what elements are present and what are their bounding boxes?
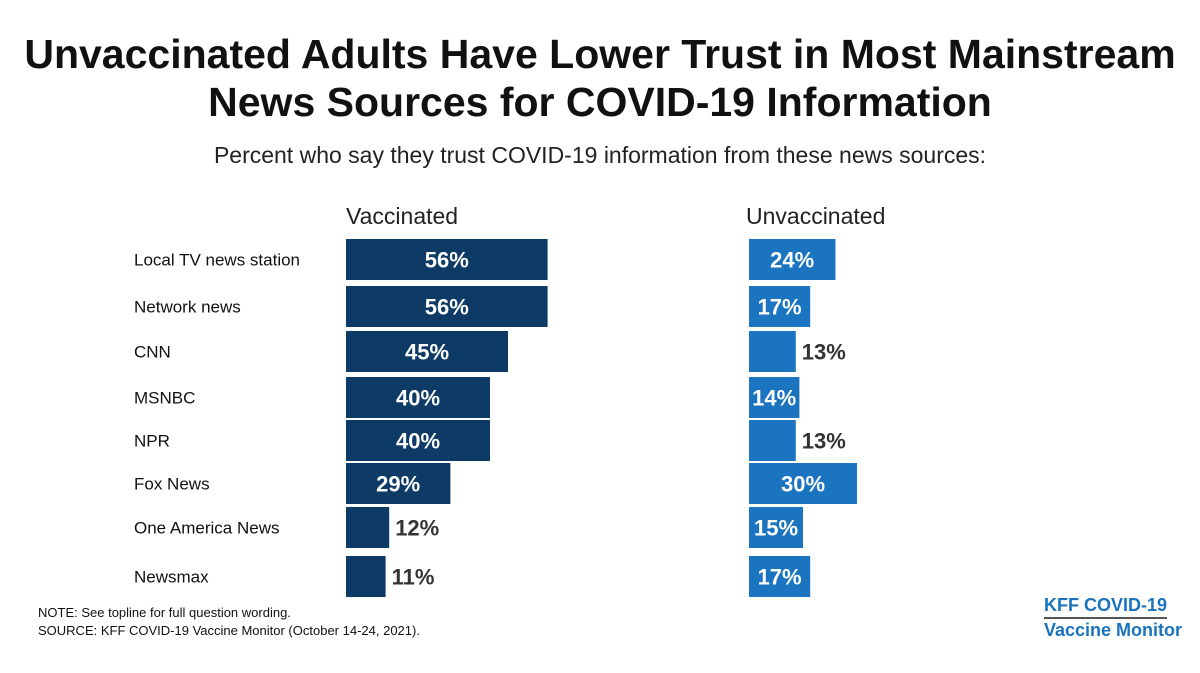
- bar-vaccinated: [346, 556, 386, 597]
- bar-unvaccinated: [749, 420, 796, 461]
- category-label: Local TV news station: [134, 251, 300, 270]
- source-text: SOURCE: KFF COVID-19 Vaccine Monitor (Oc…: [38, 623, 420, 638]
- data-label: 30%: [781, 472, 825, 497]
- bar-unvaccinated: [749, 556, 811, 597]
- category-label: One America News: [134, 519, 280, 538]
- bar-unvaccinated: [749, 239, 836, 280]
- category-label: MSNBC: [134, 389, 195, 408]
- data-label: 17%: [758, 565, 802, 590]
- data-label: 56%: [425, 248, 469, 273]
- data-label: 40%: [396, 386, 440, 411]
- bar-unvaccinated: [749, 286, 811, 327]
- bar-vaccinated: [346, 239, 548, 280]
- bar-vaccinated: [346, 331, 508, 372]
- logo-line2: Vaccine Monitor: [1044, 620, 1183, 640]
- data-label: 29%: [376, 472, 420, 497]
- data-label: 13%: [802, 429, 846, 454]
- bar-unvaccinated: [749, 463, 857, 504]
- series-header-vaccinated: Vaccinated: [346, 203, 459, 229]
- data-label: 11%: [392, 565, 435, 590]
- series-header-unvaccinated: Unvaccinated: [746, 203, 886, 229]
- category-label: NPR: [134, 432, 170, 451]
- data-label: 14%: [752, 386, 796, 411]
- bar-unvaccinated: [749, 507, 803, 548]
- chart-title: Unvaccinated Adults Have Lower Trust in …: [24, 31, 1176, 125]
- category-label: Newsmax: [134, 568, 209, 587]
- logo-line1: KFF COVID-19: [1044, 594, 1168, 619]
- category-label: CNN: [134, 343, 171, 362]
- category-label: Network news: [134, 298, 241, 317]
- data-label: 45%: [405, 340, 449, 365]
- data-label: 15%: [754, 516, 798, 541]
- data-label: 12%: [395, 516, 439, 541]
- bar-vaccinated: [346, 286, 548, 327]
- category-label: Fox News: [134, 475, 210, 494]
- bar-unvaccinated: [749, 377, 800, 418]
- data-label: 40%: [396, 429, 440, 454]
- bar-vaccinated: [346, 463, 451, 504]
- kff-logo: KFF COVID-19 Vaccine Monitor: [1044, 594, 1182, 641]
- data-label: 56%: [425, 295, 469, 320]
- bar-vaccinated: [346, 377, 490, 418]
- data-label: 24%: [770, 248, 814, 273]
- bar-vaccinated: [346, 420, 490, 461]
- data-label: 17%: [758, 295, 802, 320]
- note-text: NOTE: See topline for full question word…: [38, 605, 291, 620]
- bar-vaccinated: [346, 507, 390, 548]
- bar-unvaccinated: [749, 331, 796, 372]
- data-label: 13%: [802, 340, 846, 365]
- chart-subtitle: Percent who say they trust COVID-19 info…: [213, 142, 987, 168]
